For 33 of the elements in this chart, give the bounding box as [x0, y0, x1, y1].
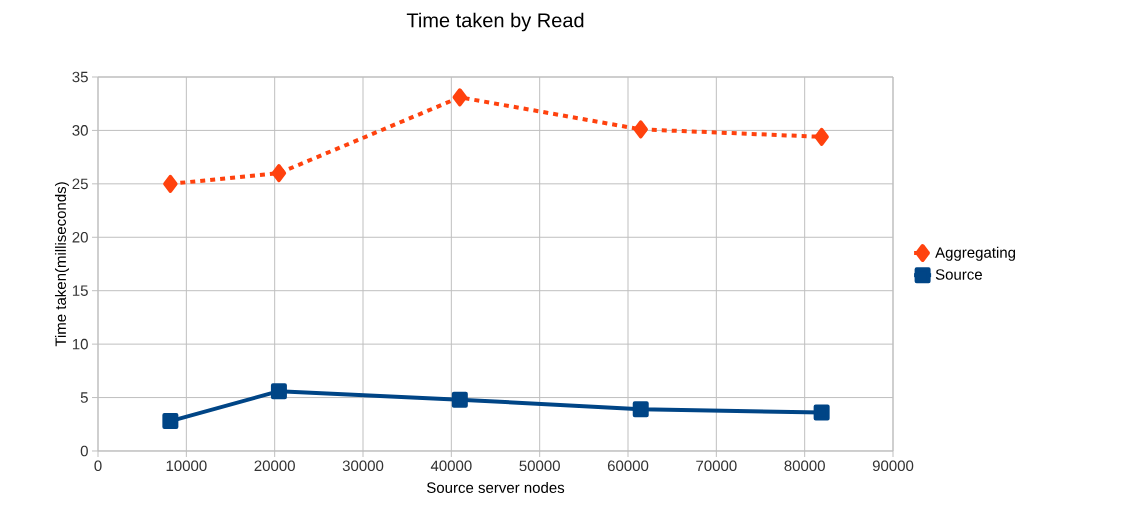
point — [633, 120, 648, 139]
point — [162, 413, 179, 430]
y-tick-label: 0 — [80, 445, 88, 457]
point — [451, 391, 468, 408]
point — [163, 174, 178, 193]
y-tick-label: 20 — [72, 231, 88, 243]
y-tick-label: 25 — [72, 178, 88, 190]
y-axis-title: Time taken(milliseconds) — [54, 182, 69, 347]
legend-label: Source — [935, 269, 982, 280]
x-tick-label: 50000 — [519, 460, 560, 472]
y-tick-label: 10 — [72, 338, 88, 350]
y-tick-label: 5 — [80, 392, 88, 403]
chart-title: Time taken by Read — [406, 12, 584, 32]
y-tick-label: 15 — [72, 285, 88, 296]
x-tick-label: 20000 — [254, 460, 295, 472]
x-axis-title: Source server nodes — [427, 481, 565, 493]
x-tick-label: 40000 — [430, 460, 472, 472]
x-tick-label: 70000 — [696, 460, 737, 472]
x-tick-label: 10000 — [166, 460, 207, 472]
point — [271, 164, 287, 183]
point — [270, 383, 287, 400]
x-tick-label: 30000 — [342, 460, 384, 472]
x-tick-label: 0 — [94, 460, 102, 472]
point — [814, 127, 829, 146]
point — [632, 401, 649, 418]
y-tick-label: 30 — [72, 125, 88, 136]
point — [452, 88, 468, 107]
legend-label: Aggregating — [935, 246, 1016, 261]
point — [813, 404, 830, 421]
y-tick-label: 35 — [72, 71, 88, 83]
x-tick-label: 90000 — [872, 460, 914, 472]
x-tick-label: 60000 — [607, 460, 649, 472]
x-tick-label: 80000 — [784, 460, 825, 472]
